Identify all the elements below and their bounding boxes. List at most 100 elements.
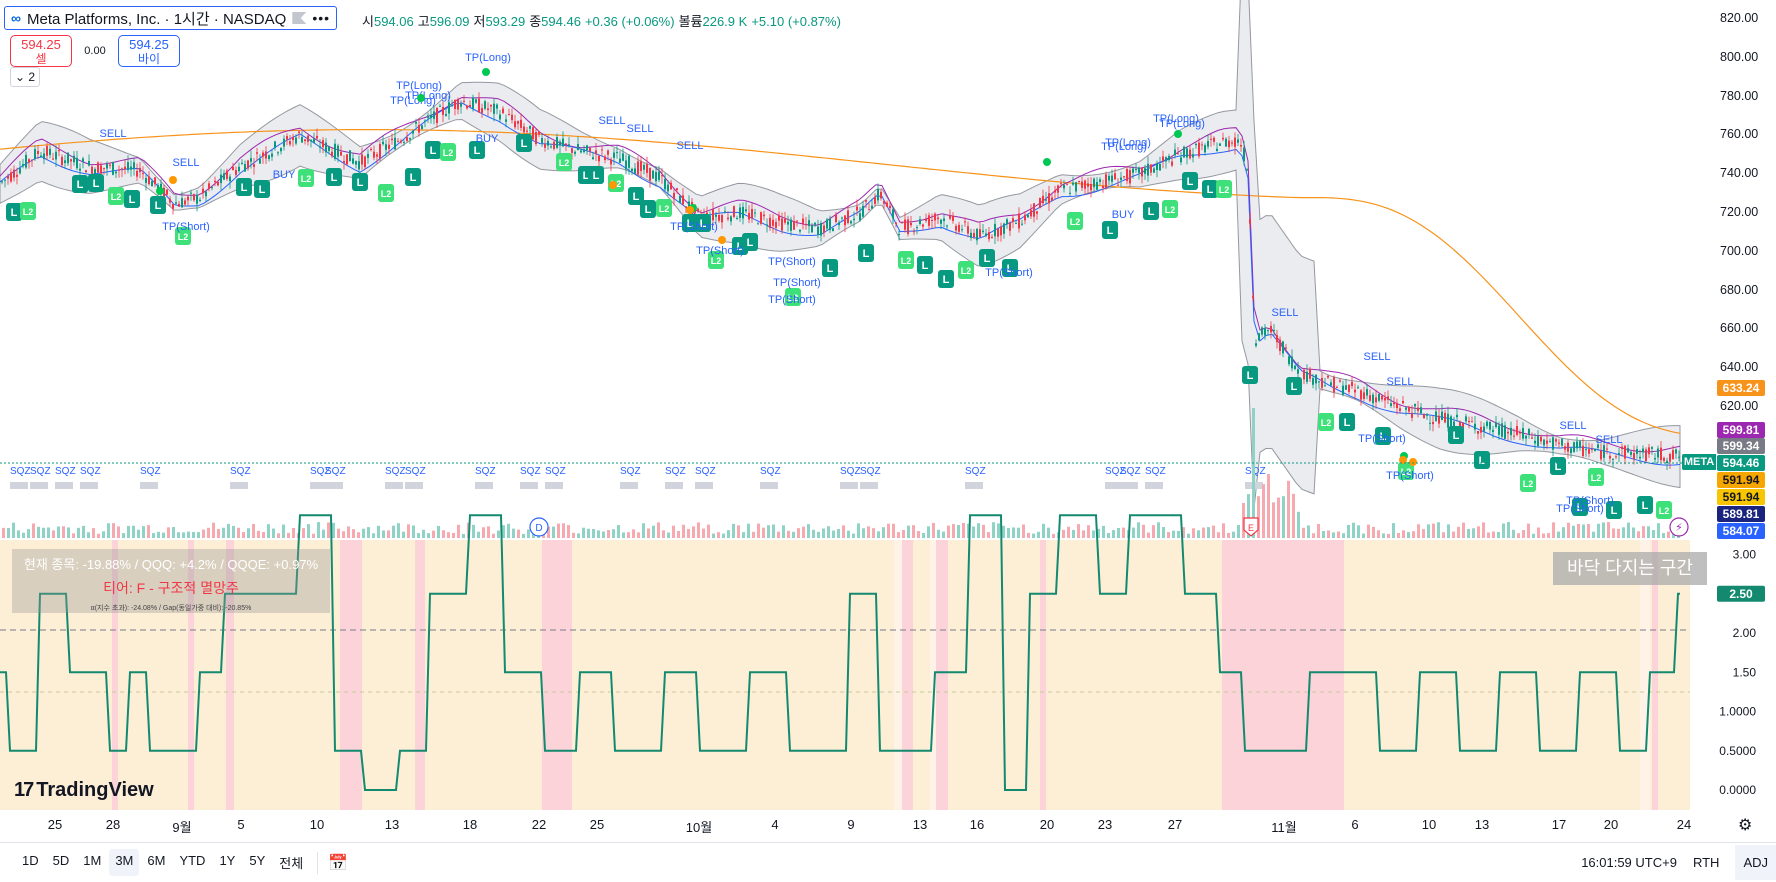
- candle-body: [1246, 169, 1248, 171]
- time-axis-label: 27: [1167, 817, 1183, 832]
- volume-bar: [1607, 522, 1610, 538]
- chart-canvas[interactable]: LL2LLL2LLL2LLL2LLL2LLL2LLL2LLL2LLL2LLL2L…: [0, 0, 1776, 812]
- range-전체[interactable]: 전체: [279, 856, 304, 871]
- candle-body: [1225, 138, 1227, 147]
- volume-bar: [1147, 532, 1150, 538]
- candle-body: [1132, 168, 1134, 173]
- range-1y[interactable]: 1Y: [219, 853, 236, 868]
- candle-body: [1504, 425, 1506, 439]
- volume-bar: [932, 522, 935, 538]
- l-marker: [588, 166, 604, 184]
- clock[interactable]: 16:01:59 UTC+9: [1581, 855, 1677, 870]
- range-5y[interactable]: 5Y: [249, 853, 266, 868]
- range-5d[interactable]: 5D: [52, 853, 70, 868]
- volume-bar: [1407, 532, 1410, 538]
- sqz-label: SQZ: [1105, 466, 1126, 477]
- earnings-marker-label: E: [1248, 523, 1254, 533]
- candle-body: [538, 131, 540, 135]
- candle-body: [1612, 458, 1614, 460]
- volume-bar: [197, 532, 200, 538]
- volume-bar: [422, 529, 425, 538]
- candle-body: [1606, 448, 1608, 450]
- time-axis[interactable]: 25 28 9월 5 10 13 18 22 25 10월 4 9 13 16 20 23 27 11월 6 10 13…: [0, 812, 1691, 836]
- range-ytd[interactable]: YTD: [179, 853, 206, 868]
- more-icon[interactable]: •••: [312, 10, 331, 26]
- candle-body: [1027, 214, 1029, 218]
- candle-body: [1093, 178, 1095, 188]
- candle-body: [1600, 450, 1602, 460]
- candle-body: [1576, 441, 1578, 449]
- calendar-icon[interactable]: 📅: [328, 854, 349, 872]
- candle-body: [1621, 446, 1623, 450]
- candle-body: [1486, 421, 1488, 427]
- volume-bar: [1312, 533, 1315, 538]
- candle-body: [1213, 137, 1215, 142]
- volume-bar: [1217, 532, 1220, 538]
- range-3m[interactable]: 3M: [109, 849, 140, 876]
- volume-bar: [107, 523, 110, 538]
- ohlc-value: 593.29: [485, 14, 526, 29]
- session-toggle[interactable]: RTH: [1692, 855, 1720, 870]
- l2-marker: [785, 288, 801, 306]
- buy-button[interactable]: 594.25 바이: [118, 35, 180, 67]
- candle-body: [970, 232, 972, 238]
- l-marker: [425, 141, 441, 159]
- candle-body: [1078, 181, 1080, 183]
- candle-body: [1114, 173, 1116, 180]
- symbol-header[interactable]: ∞ Meta Platforms, Inc. · 1시간 · NASDAQ ••…: [4, 6, 338, 30]
- candle-body: [199, 199, 201, 201]
- ohlc-key: 저: [473, 14, 486, 29]
- volume-bar: [307, 524, 310, 538]
- candle-body: [1126, 168, 1128, 182]
- volume-bar: [1657, 523, 1660, 538]
- marker-label: L: [155, 200, 162, 212]
- candle-body: [1642, 448, 1644, 453]
- sell-button[interactable]: 594.25 셀: [10, 35, 72, 67]
- sqz-label: SQZ: [10, 466, 31, 477]
- volume-bar: [1482, 522, 1485, 538]
- l2-marker: [440, 143, 456, 161]
- time-axis-label: 25: [589, 817, 605, 832]
- candle-body: [787, 221, 789, 225]
- candle-body: [826, 219, 828, 229]
- tradingview-logo[interactable]: 17 TradingView: [14, 779, 154, 802]
- candle-body: [1501, 423, 1503, 437]
- zone-light: [1640, 540, 1650, 810]
- candle-body: [391, 138, 393, 141]
- volume-bar: [1192, 528, 1195, 538]
- candle-body: [232, 166, 234, 171]
- signal-text: TP(Short): [773, 277, 821, 289]
- sqz-label: SQZ: [475, 466, 496, 477]
- candle-body: [1168, 156, 1170, 161]
- range-1d[interactable]: 1D: [22, 853, 39, 868]
- flag-icon[interactable]: [292, 12, 307, 24]
- range-6m[interactable]: 6M: [147, 853, 166, 868]
- adj-toggle[interactable]: ADJ: [1735, 845, 1776, 880]
- volume-bar: [1652, 530, 1655, 538]
- indicators-collapse-button[interactable]: ⌄ 2: [10, 67, 40, 87]
- candle-body: [421, 125, 423, 129]
- gear-icon[interactable]: ⚙: [1738, 817, 1753, 834]
- candle-body: [643, 164, 645, 170]
- candle-body: [1465, 416, 1467, 422]
- volume-bar: [267, 524, 270, 538]
- volume-bar: [1642, 526, 1645, 538]
- volume-bar: [1232, 531, 1235, 538]
- volume-bar: [702, 528, 705, 538]
- candle-body: [1603, 445, 1605, 458]
- volume-bar: [842, 525, 845, 538]
- candle-body: [1474, 423, 1476, 430]
- candle-body: [1549, 441, 1551, 443]
- range-1m[interactable]: 1M: [83, 853, 102, 868]
- candle-body: [598, 155, 600, 162]
- volume-bar: [212, 522, 215, 538]
- candle-body: [106, 164, 108, 169]
- volume-bar: [777, 531, 780, 538]
- volume-bar: [432, 530, 435, 538]
- candle-body: [1402, 400, 1404, 404]
- candle-body: [1198, 142, 1200, 157]
- marker-label: L2: [659, 204, 670, 214]
- candle-body: [1219, 143, 1221, 146]
- candle-body: [151, 181, 153, 187]
- volume-bar: [217, 529, 220, 538]
